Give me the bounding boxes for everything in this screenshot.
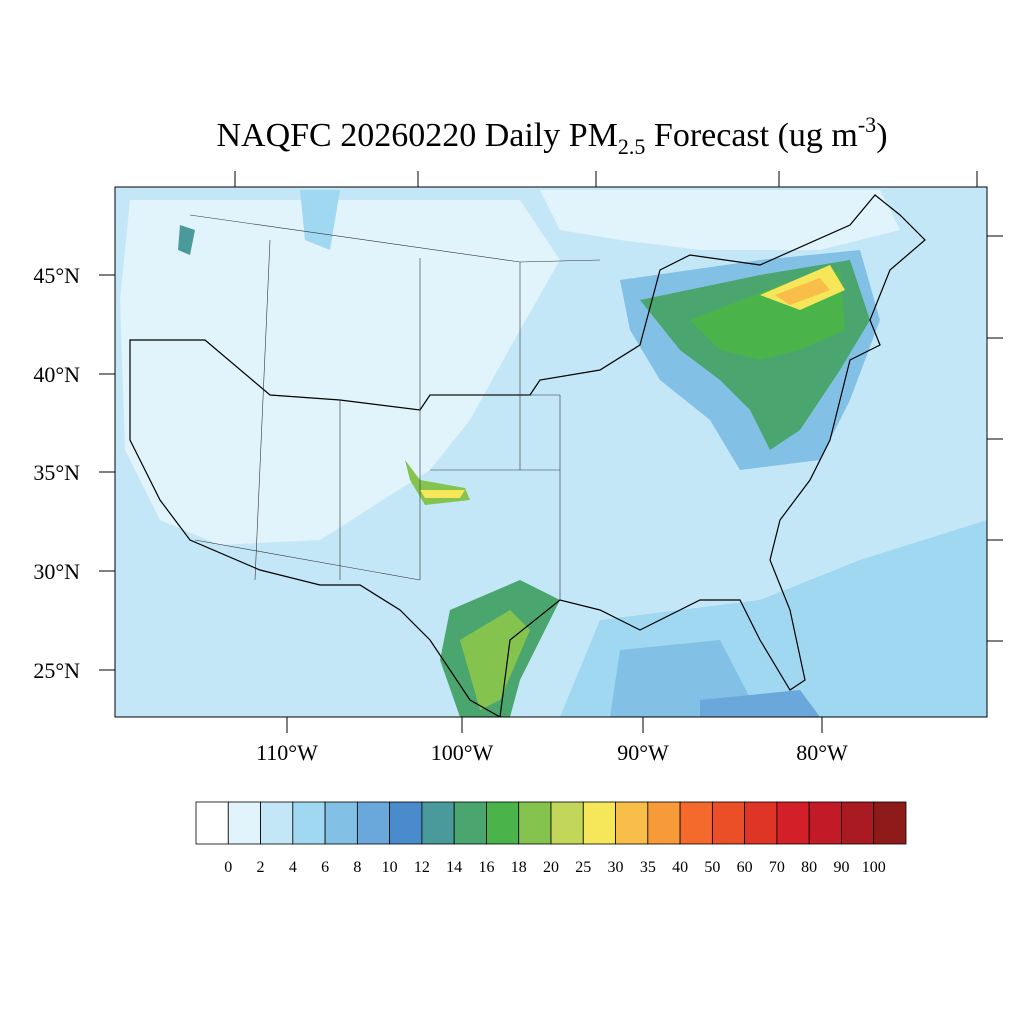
lat-label: 25°N xyxy=(33,658,80,683)
colorbar-swatch xyxy=(679,801,713,845)
colorbar-swatch xyxy=(841,801,875,845)
colorbar-swatch xyxy=(615,801,649,845)
title-superscript: -3 xyxy=(858,112,876,137)
colorbar-swatch xyxy=(582,801,616,845)
colorbar-label: 14 xyxy=(446,859,462,876)
lon-label: 80°W xyxy=(796,740,848,765)
lat-label: 30°N xyxy=(33,559,80,584)
colorbar-label: 50 xyxy=(704,859,720,876)
colorbar-swatch xyxy=(808,801,842,845)
colorbar-swatch xyxy=(324,801,358,845)
colorbar-swatch xyxy=(744,801,778,845)
colorbar-swatch xyxy=(260,801,294,845)
map-field xyxy=(115,187,987,717)
colorbar-swatch xyxy=(711,801,746,845)
colorbar-swatch xyxy=(292,801,326,845)
field-low xyxy=(540,190,900,250)
state-borders xyxy=(189,214,601,600)
colorbar-label: 10 xyxy=(382,859,398,876)
colorbar-swatch xyxy=(647,801,681,845)
lon-label: 110°W xyxy=(256,740,318,765)
colorbar-label: 4 xyxy=(289,859,297,876)
colorbar-label: 90 xyxy=(833,859,849,876)
lat-label: 45°N xyxy=(33,263,80,288)
lon-label: 90°W xyxy=(617,740,669,765)
colorbar-swatch xyxy=(550,801,584,845)
axis-ticks xyxy=(99,171,1003,733)
colorbar-label: 100 xyxy=(862,859,886,876)
map-frame xyxy=(114,186,988,718)
colorbar-label: 40 xyxy=(672,859,688,876)
field-peak xyxy=(775,278,830,305)
colorbar-label: 18 xyxy=(511,859,527,876)
colorbar-label: 2 xyxy=(257,859,265,876)
colorbar-label: 70 xyxy=(769,859,785,876)
colorbar-swatch xyxy=(486,801,520,845)
colorbar-label: 60 xyxy=(737,859,753,876)
title-text: Forecast (ug m xyxy=(645,117,857,154)
colorbar-label: 20 xyxy=(543,859,559,876)
colorbar-label: 25 xyxy=(575,859,591,876)
colorbar-swatch xyxy=(227,801,261,845)
colorbar-swatch xyxy=(195,801,229,845)
colorbar-swatch xyxy=(356,801,391,845)
lat-label: 40°N xyxy=(33,362,80,387)
colorbar-label: 0 xyxy=(224,859,232,876)
colorbar-swatch xyxy=(389,801,423,845)
field-high xyxy=(178,225,195,255)
coastline xyxy=(129,194,926,717)
field-low xyxy=(120,200,560,545)
colorbar-label: 80 xyxy=(801,859,817,876)
colorbar-label: 12 xyxy=(414,859,430,876)
colorbar-label: 16 xyxy=(478,859,494,876)
colorbar: 0 2 4 6 8 10 12 14 16 18 20 25 30 35 40 50 60 70 80 90 100 xyxy=(195,801,907,876)
colorbar-swatch xyxy=(453,801,487,845)
colorbar-label: 35 xyxy=(640,859,656,876)
axis-labels: 45°N 40°N 35°N 30°N 25°N 110°W 100°W 90°W 80°W xyxy=(33,263,848,765)
title-subscript: 2.5 xyxy=(618,134,646,159)
colorbar-label: 30 xyxy=(608,859,624,876)
colorbar-swatch xyxy=(776,801,810,845)
title: NAQFC 20260220 Daily PM2.5 Forecast (ug … xyxy=(216,112,887,159)
colorbar-swatch xyxy=(421,801,455,845)
colorbar-label: 6 xyxy=(321,859,329,876)
title-text: ) xyxy=(876,117,887,154)
colorbar-swatch xyxy=(518,801,552,845)
lat-label: 35°N xyxy=(33,460,80,485)
lon-label: 100°W xyxy=(431,740,494,765)
colorbar-label: 8 xyxy=(353,859,361,876)
field-high xyxy=(460,610,530,710)
field-peak xyxy=(420,490,465,498)
field-mid xyxy=(700,690,820,717)
title-text: NAQFC 20260220 Daily PM xyxy=(216,117,617,154)
colorbar-swatch xyxy=(873,801,907,845)
